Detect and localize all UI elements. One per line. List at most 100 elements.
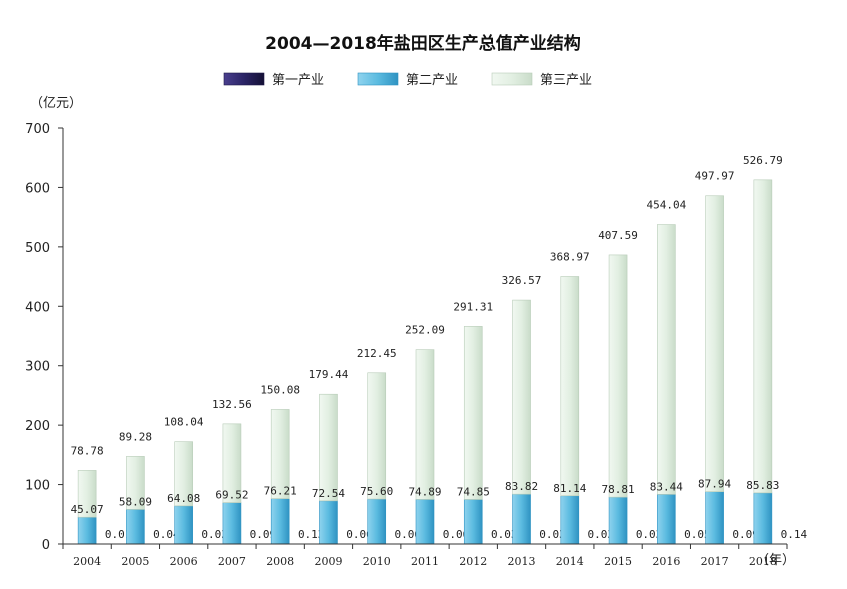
data-label-tertiary: 78.78 bbox=[71, 444, 104, 457]
data-label-tertiary: 252.09 bbox=[405, 324, 445, 337]
data-label-primary: 0.04 bbox=[153, 528, 180, 541]
data-label-secondary: 64.08 bbox=[167, 492, 200, 505]
y-tick-label: 600 bbox=[25, 181, 50, 196]
data-label-tertiary: 526.79 bbox=[743, 154, 783, 167]
bar-group-2017: 497.97 87.94 0.09 bbox=[695, 170, 759, 545]
bar-tertiary-2016 bbox=[657, 224, 676, 495]
bar-group-2015: 407.59 78.81 0.03 bbox=[598, 229, 663, 545]
legend-label-secondary: 第二产业 bbox=[406, 73, 458, 88]
x-tick-label: 2009 bbox=[314, 555, 342, 568]
data-label-tertiary: 108.04 bbox=[164, 416, 204, 429]
chart-title: 2004—2018年盐田区生产总值产业结构 bbox=[265, 33, 581, 54]
legend-swatch-primary bbox=[223, 72, 265, 86]
data-label-tertiary: 368.97 bbox=[550, 250, 590, 263]
bar-tertiary-2007 bbox=[222, 423, 242, 503]
legend-item-tertiary: 第三产业 bbox=[491, 72, 592, 88]
bar-tertiary-2014 bbox=[560, 276, 580, 497]
legend: 第一产业 第二产业 第三产业 bbox=[223, 72, 592, 88]
bar-group-2011: 252.09 74.89 0.06 bbox=[405, 324, 470, 545]
y-tick-label: 700 bbox=[25, 122, 50, 137]
bar-tertiary-2009 bbox=[319, 393, 338, 502]
y-tick-label: 300 bbox=[25, 360, 50, 375]
data-label-tertiary: 407.59 bbox=[598, 229, 638, 242]
bar-secondary-2011 bbox=[415, 499, 435, 545]
bar-tertiary-2006 bbox=[174, 441, 193, 507]
data-label-secondary: 58.09 bbox=[119, 495, 152, 508]
bar-secondary-2014 bbox=[560, 495, 580, 545]
bar-group-2009: 179.44 72.54 0.06 bbox=[309, 368, 373, 545]
bar-group-2010: 212.45 75.60 0.06 bbox=[357, 347, 421, 545]
data-label-primary: 0.06 bbox=[443, 528, 470, 541]
bar-secondary-2005 bbox=[126, 509, 145, 545]
bar-secondary-2018 bbox=[753, 492, 773, 545]
bars: 78.78 45.070.01 89.28 58.09 0.04 108.04 64.08 0… bbox=[71, 154, 808, 545]
bar-tertiary-2013 bbox=[512, 299, 531, 495]
x-tick-label: 2014 bbox=[556, 555, 584, 568]
x-tick-label: 2008 bbox=[266, 555, 294, 568]
bar-secondary-2004 bbox=[77, 516, 97, 545]
x-tick-label: 2018 bbox=[749, 555, 777, 568]
legend-label-primary: 第一产业 bbox=[272, 73, 324, 88]
x-tick-label: 2016 bbox=[652, 555, 680, 568]
data-label-tertiary: 150.08 bbox=[260, 383, 300, 396]
data-label-primary: 0.06 bbox=[346, 528, 373, 541]
bar-group-2006: 108.04 64.08 0.03 bbox=[164, 416, 228, 545]
bar-secondary-2008 bbox=[270, 498, 290, 545]
y-tick-label: 100 bbox=[25, 479, 50, 494]
bar-tertiary-2018 bbox=[753, 179, 773, 494]
data-label-primary: 0.01 bbox=[105, 528, 132, 541]
data-label-tertiary: 132.56 bbox=[212, 398, 252, 411]
legend-label-tertiary: 第三产业 bbox=[540, 73, 592, 88]
data-label-primary: 0.09 bbox=[732, 528, 759, 541]
data-label-primary: 0.03 bbox=[588, 528, 615, 541]
data-label-tertiary: 212.45 bbox=[357, 347, 397, 360]
data-label-secondary: 87.94 bbox=[698, 478, 731, 491]
data-label-secondary: 72.54 bbox=[312, 487, 345, 500]
data-label-tertiary: 326.57 bbox=[502, 274, 542, 287]
data-label-primary: 0.03 bbox=[201, 528, 228, 541]
x-tick-label: 2007 bbox=[218, 555, 246, 568]
bar-group-2014: 368.97 81.14 0.03 bbox=[550, 250, 615, 545]
data-label-secondary: 74.89 bbox=[408, 485, 441, 498]
bar-tertiary-2015 bbox=[608, 254, 628, 498]
data-label-secondary: 45.07 bbox=[71, 503, 104, 516]
data-label-primary: 0.09 bbox=[250, 528, 277, 541]
y-axis-unit: （亿元） bbox=[30, 96, 82, 111]
y-tick-label: 500 bbox=[25, 241, 50, 256]
y-tick-label: 400 bbox=[25, 300, 50, 315]
x-tick-label: 2013 bbox=[508, 555, 536, 568]
y-tick-label: 0 bbox=[42, 538, 50, 553]
x-axis: 2004 2005 2006 2007 2008 2009 2010 2011 2012 2013… bbox=[62, 543, 788, 568]
bar-tertiary-2017 bbox=[705, 195, 724, 492]
bar-group-2016: 454.04 83.44 0.05 bbox=[646, 199, 711, 545]
bar-secondary-2017 bbox=[705, 491, 724, 545]
data-label-secondary: 83.82 bbox=[505, 480, 538, 493]
bar-secondary-2007 bbox=[222, 502, 242, 545]
bar-secondary-2012 bbox=[463, 499, 483, 545]
legend-swatch-secondary bbox=[357, 72, 399, 86]
data-label-primary: 0.14 bbox=[781, 528, 808, 541]
data-label-primary: 0.03 bbox=[491, 528, 518, 541]
bar-secondary-2009 bbox=[319, 500, 338, 545]
x-tick-label: 2006 bbox=[170, 555, 198, 568]
bar-secondary-2015 bbox=[608, 496, 628, 545]
bar-tertiary-2008 bbox=[270, 409, 290, 499]
y-tick-label: 200 bbox=[25, 419, 50, 434]
bar-tertiary-2011 bbox=[415, 349, 435, 500]
legend-item-primary: 第一产业 bbox=[223, 72, 324, 88]
bar-tertiary-2010 bbox=[367, 372, 387, 500]
data-label-primary: 0.13 bbox=[298, 528, 325, 541]
bar-secondary-2010 bbox=[367, 498, 387, 545]
data-label-secondary: 81.14 bbox=[553, 482, 586, 495]
data-label-secondary: 85.83 bbox=[746, 479, 779, 492]
data-label-primary: 0.05 bbox=[684, 528, 711, 541]
bar-group-2012: 291.31 74.85 0.03 bbox=[453, 300, 518, 545]
data-label-primary: 0.03 bbox=[636, 528, 663, 541]
x-tick-label: 2015 bbox=[604, 555, 632, 568]
bar-secondary-2006 bbox=[174, 505, 193, 545]
bar-tertiary-2004 bbox=[77, 470, 97, 518]
legend-item-secondary: 第二产业 bbox=[357, 72, 458, 88]
bar-tertiary-2012 bbox=[463, 326, 483, 500]
data-label-primary: 0.06 bbox=[394, 528, 421, 541]
data-label-tertiary: 89.28 bbox=[119, 430, 152, 443]
